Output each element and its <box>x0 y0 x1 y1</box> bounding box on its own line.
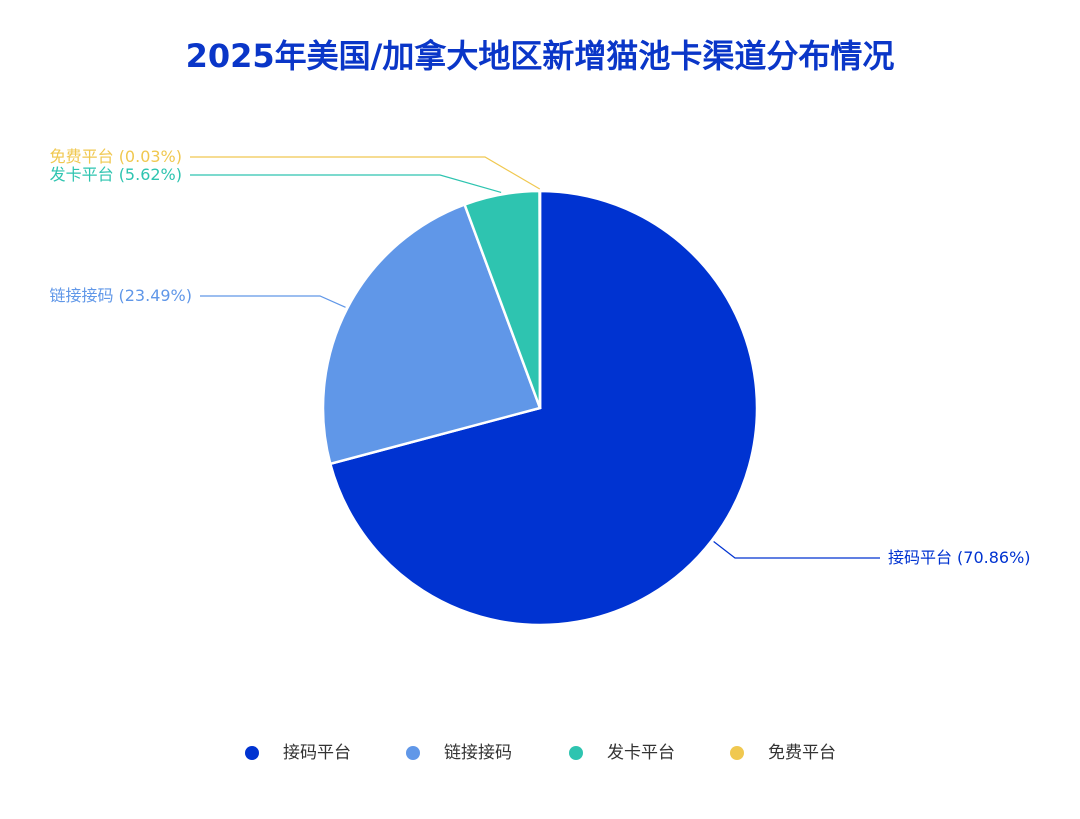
legend-marker <box>245 746 259 760</box>
label-name: 发卡平台 <box>50 165 114 184</box>
leader-line <box>190 175 501 192</box>
label-name: 链接接码 <box>49 286 113 305</box>
slice-label: 免费平台 (0.03%) <box>50 147 182 166</box>
legend-label: 免费平台 <box>768 743 836 763</box>
label-value: (70.86%) <box>957 548 1031 567</box>
slice-label: 链接接码 (23.49%) <box>49 286 192 305</box>
label-value: (0.03%) <box>119 147 182 166</box>
label-name: 接码平台 <box>888 548 952 567</box>
legend-label: 接码平台 <box>283 743 351 763</box>
slice-label: 接码平台 (70.86%) <box>888 548 1031 567</box>
label-name: 免费平台 <box>50 147 114 166</box>
leader-line <box>714 541 880 558</box>
slice-label: 发卡平台 (5.62%) <box>50 165 182 184</box>
legend-marker <box>406 746 420 760</box>
label-value: (23.49%) <box>119 286 193 305</box>
leader-line <box>190 157 540 189</box>
leader-line <box>200 296 346 307</box>
legend-label: 链接接码 <box>444 743 512 763</box>
chart-title: 2025年美国/加拿大地区新增猫池卡渠道分布情况 <box>186 37 895 75</box>
legend-marker <box>730 746 744 760</box>
legend-marker <box>569 746 583 760</box>
label-value: (5.62%) <box>119 165 182 184</box>
legend-label: 发卡平台 <box>607 743 675 763</box>
